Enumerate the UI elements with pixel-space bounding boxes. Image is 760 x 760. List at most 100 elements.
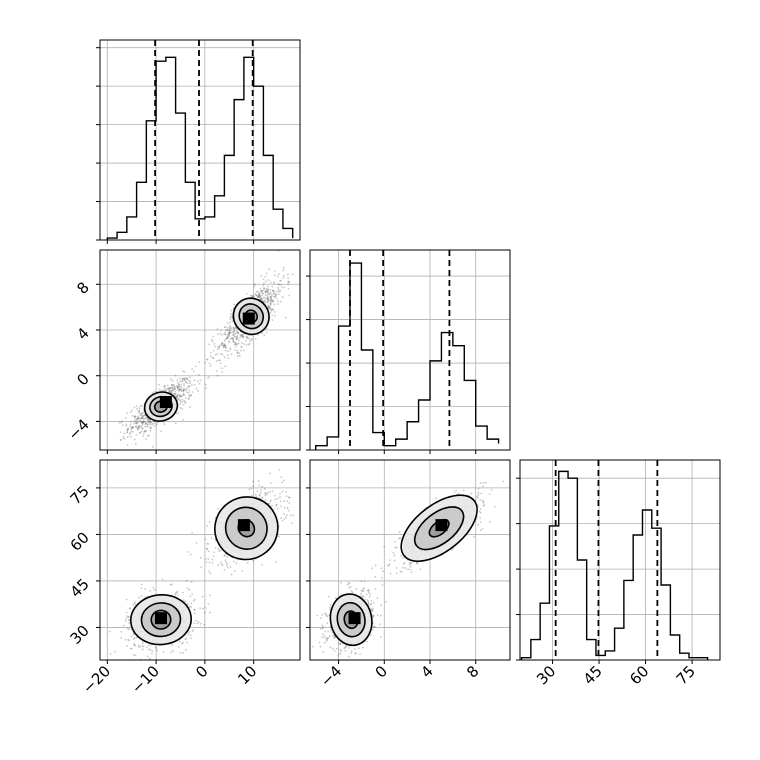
scatter-point [242, 336, 245, 338]
scatter-point [223, 339, 226, 342]
scatter-point [169, 583, 172, 586]
scatter-point [205, 558, 207, 560]
scatter-point [166, 384, 169, 387]
density-peak [154, 612, 167, 625]
scatter-point [173, 385, 176, 388]
scatter-point [260, 290, 263, 293]
scatter-point [174, 393, 177, 396]
scatter-point [170, 583, 173, 586]
scatter-point [260, 294, 263, 297]
scatter-point [222, 346, 225, 349]
scatter-point [180, 394, 183, 397]
scatter-point [180, 395, 182, 398]
scatter-point [271, 293, 273, 296]
scatter-point [138, 407, 141, 410]
scatter-point [251, 294, 254, 297]
scatter-point [188, 605, 191, 608]
scatter-point [188, 631, 190, 633]
scatter-point [238, 354, 241, 357]
scatter-point [223, 345, 226, 348]
scatter-point [231, 331, 234, 333]
scatter-point [281, 481, 283, 484]
scatter-point [326, 638, 329, 641]
scatter-point [481, 499, 484, 502]
scatter-point [363, 580, 366, 582]
scatter-point [150, 426, 153, 429]
scatter-point [339, 643, 342, 645]
scatter-point [142, 645, 145, 648]
scatter-point [218, 549, 221, 552]
scatter-point [130, 430, 133, 433]
scatter-point [475, 518, 478, 521]
scatter-point [163, 385, 166, 388]
scatter-point [126, 428, 129, 430]
scatter-point [207, 550, 210, 553]
hist-panel-1 [306, 249, 511, 451]
scatter-point [318, 641, 321, 644]
scatter-point [288, 294, 291, 297]
scatter-point [360, 593, 363, 595]
scatter-point [182, 377, 185, 380]
scatter-point [128, 628, 131, 631]
scatter-point [267, 300, 270, 303]
scatter-point [266, 289, 268, 292]
contour-line [143, 391, 179, 422]
scatter-point [288, 281, 291, 284]
scatter-point [176, 379, 179, 382]
scatter-point [350, 590, 353, 592]
scatter-point [264, 492, 267, 494]
scatter-point [245, 292, 248, 295]
scatter-point [178, 387, 181, 390]
scatter-point [288, 496, 291, 499]
scatter-point [219, 549, 222, 552]
scatter-point [146, 655, 149, 658]
scatter-point [257, 292, 260, 295]
scatter-point [198, 382, 201, 385]
scatter-point [267, 491, 269, 494]
scatter-point [269, 311, 272, 314]
scatter-point [261, 292, 264, 295]
scatter-point [274, 292, 276, 295]
scatter-point [193, 612, 196, 615]
scatter-point [221, 342, 224, 345]
scatter-point [181, 378, 184, 381]
scatter-point [187, 391, 190, 394]
scatter-point [158, 383, 160, 386]
scatter-point [232, 560, 235, 563]
scatter-point [247, 337, 249, 339]
scatter-point [140, 587, 143, 590]
scatter-point [212, 555, 215, 557]
scatter-point [221, 341, 224, 344]
scatter-point [291, 273, 294, 276]
scatter-point [340, 650, 342, 652]
scatter-point [144, 414, 146, 417]
scatter-point [124, 620, 127, 622]
scatter-point [149, 590, 152, 592]
scatter-point [262, 300, 265, 303]
panel-frame [309, 249, 511, 451]
scatter-point [235, 332, 238, 334]
scatter-point [282, 277, 285, 279]
scatter-point [173, 387, 176, 390]
scatter-point [226, 555, 229, 558]
scatter-point [182, 370, 184, 373]
scatter-point [230, 309, 233, 312]
scatter-point [282, 479, 285, 482]
scatter-point [175, 394, 178, 397]
scatter-point [408, 564, 411, 566]
scatter-point [275, 297, 278, 300]
scatter-point [419, 568, 422, 571]
scatter-point [203, 623, 206, 626]
scatter-point [398, 531, 401, 533]
scatter-point [388, 562, 391, 565]
scatter-point [213, 551, 216, 554]
scatter-point [228, 332, 231, 334]
scatter-point [258, 493, 261, 496]
scatter-point [141, 428, 144, 430]
scatter-point [274, 494, 276, 497]
panel-frame [519, 459, 721, 661]
scatter-point [213, 342, 216, 345]
scatter-point [137, 411, 140, 414]
scatter-point [278, 290, 281, 293]
